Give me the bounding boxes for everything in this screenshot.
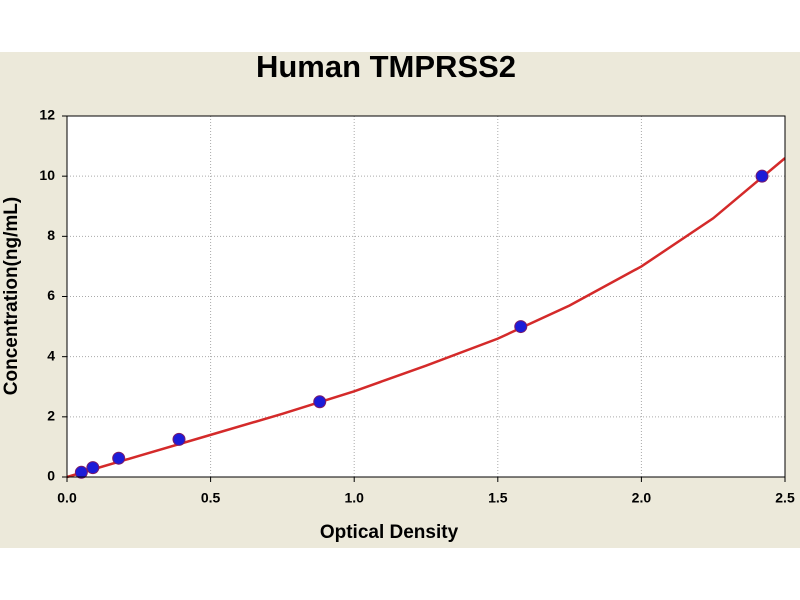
- x-tick-label: 0.5: [201, 490, 221, 506]
- data-point: [74, 465, 88, 479]
- data-point: [755, 169, 769, 183]
- y-tick-label: 4: [47, 347, 55, 363]
- x-tick-label: 2.0: [632, 490, 652, 506]
- y-tick-label: 6: [47, 287, 55, 303]
- x-tick-label: 1.5: [488, 490, 508, 506]
- y-tick-label: 12: [39, 107, 55, 123]
- y-tick-label: 10: [39, 167, 55, 183]
- plot-area: [67, 116, 785, 477]
- y-axis-label: Concentration(ng/mL): [1, 197, 22, 395]
- x-tick-label: 2.5: [775, 490, 795, 506]
- y-tick-label: 2: [47, 408, 55, 424]
- fit-curve: [66, 157, 786, 479]
- chart-title: Human TMPRSS2: [256, 49, 516, 84]
- data-point: [172, 432, 186, 446]
- marks: [66, 157, 786, 479]
- data-point: [514, 320, 528, 334]
- x-tick-label: 0.0: [57, 490, 77, 506]
- data-point: [313, 395, 327, 409]
- data-point: [86, 461, 100, 475]
- x-axis-label: Optical Density: [320, 522, 459, 543]
- x-tick-label: 1.0: [344, 490, 364, 506]
- y-tick-label: 0: [47, 468, 55, 484]
- data-point: [112, 451, 126, 465]
- y-tick-label: 8: [47, 227, 55, 243]
